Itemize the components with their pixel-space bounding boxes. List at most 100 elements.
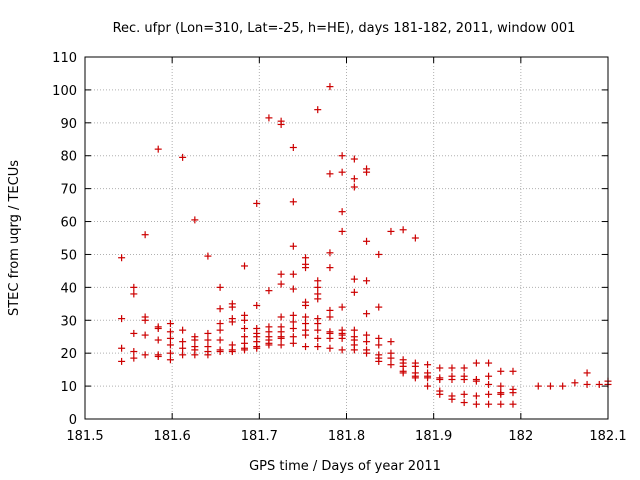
- data-point: [350, 183, 358, 191]
- data-point: [375, 334, 383, 342]
- data-point: [289, 285, 297, 293]
- data-point: [375, 250, 383, 258]
- data-point: [363, 338, 371, 346]
- data-point: [241, 262, 249, 270]
- data-point: [583, 380, 591, 388]
- data-point: [472, 400, 480, 408]
- data-point: [350, 275, 358, 283]
- data-point: [130, 354, 138, 362]
- data-point: [350, 346, 358, 354]
- data-point: [424, 361, 432, 369]
- data-point: [228, 303, 236, 311]
- data-point: [338, 152, 346, 160]
- data-point: [460, 376, 468, 384]
- data-point: [375, 341, 383, 349]
- y-tick-label: 80: [60, 150, 77, 165]
- data-point: [350, 288, 358, 296]
- data-point: [460, 364, 468, 372]
- data-point: [289, 270, 297, 278]
- data-point: [179, 153, 187, 161]
- data-point: [314, 334, 322, 342]
- data-point: [216, 320, 224, 328]
- data-point: [277, 270, 285, 278]
- data-point: [118, 357, 126, 365]
- data-point: [448, 364, 456, 372]
- data-point: [509, 367, 517, 375]
- data-point: [314, 326, 322, 334]
- data-point: [289, 333, 297, 341]
- data-point: [350, 326, 358, 334]
- data-point: [204, 329, 212, 337]
- data-point: [350, 155, 358, 163]
- x-tick-label: 181.5: [66, 429, 103, 444]
- data-point: [338, 168, 346, 176]
- data-point: [118, 254, 126, 262]
- data-point: [338, 227, 346, 235]
- data-point: [411, 374, 419, 382]
- y-tick-label: 90: [60, 117, 77, 132]
- data-point: [166, 320, 174, 328]
- data-point: [314, 320, 322, 328]
- y-tick-label: 30: [60, 314, 77, 329]
- data-point: [571, 379, 579, 387]
- data-point: [216, 326, 224, 334]
- y-tick-label: 0: [69, 413, 77, 428]
- data-point: [166, 349, 174, 357]
- x-tick-label: 182.1: [589, 429, 626, 444]
- data-point: [472, 359, 480, 367]
- data-point: [179, 344, 187, 352]
- data-point: [289, 325, 297, 332]
- data-point: [338, 303, 346, 311]
- data-point: [387, 338, 395, 346]
- data-point: [265, 287, 273, 295]
- data-point: [204, 351, 212, 359]
- data-point: [204, 252, 212, 260]
- data-point: [485, 372, 493, 380]
- data-point: [191, 216, 199, 224]
- data-point: [277, 341, 285, 349]
- data-point: [166, 341, 174, 349]
- data-point: [338, 346, 346, 354]
- data-point: [191, 336, 199, 344]
- data-point: [141, 316, 149, 324]
- y-tick-label: 110: [52, 51, 77, 66]
- data-point: [387, 354, 395, 362]
- data-point: [179, 326, 187, 334]
- data-point: [460, 390, 468, 398]
- x-tick-label: 181.8: [328, 429, 365, 444]
- y-tick-label: 50: [60, 248, 77, 263]
- data-point: [436, 376, 444, 384]
- data-point: [216, 348, 224, 356]
- data-point: [118, 344, 126, 352]
- data-point: [216, 283, 224, 291]
- data-point: [375, 357, 383, 365]
- data-point: [166, 334, 174, 342]
- data-point: [277, 313, 285, 321]
- data-point: [253, 301, 261, 309]
- data-point: [154, 145, 162, 153]
- data-point: [277, 334, 285, 342]
- y-tick-label: 70: [60, 183, 77, 198]
- data-point: [326, 170, 334, 178]
- y-axis-label: STEC from uqrg / TECUs: [7, 160, 22, 316]
- data-point: [241, 346, 249, 354]
- data-point: [436, 364, 444, 372]
- data-point: [141, 351, 149, 359]
- data-point: [241, 316, 249, 324]
- data-point: [326, 249, 334, 257]
- data-point: [472, 392, 480, 400]
- x-tick-label: 181.7: [241, 429, 278, 444]
- data-point: [216, 336, 224, 344]
- data-point: [302, 264, 310, 272]
- data-point: [534, 382, 542, 390]
- data-point: [314, 295, 322, 303]
- y-tick-label: 60: [60, 216, 77, 231]
- data-point: [302, 254, 310, 262]
- data-point: [289, 318, 297, 326]
- data-point: [166, 356, 174, 364]
- data-point: [595, 380, 603, 388]
- data-point: [314, 277, 322, 285]
- data-point: [302, 320, 310, 328]
- data-point: [241, 333, 249, 341]
